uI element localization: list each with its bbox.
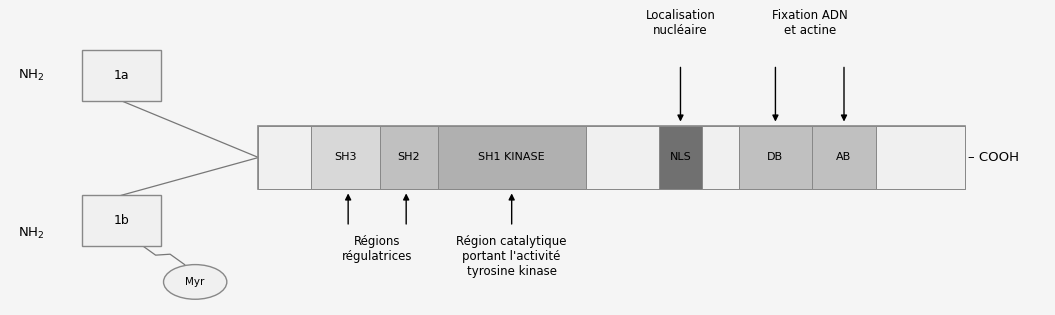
Text: – COOH: – COOH <box>968 151 1019 164</box>
Bar <box>586 126 659 189</box>
Text: SH1 KINASE: SH1 KINASE <box>478 152 545 163</box>
Text: Myr: Myr <box>186 277 205 287</box>
Bar <box>311 126 380 189</box>
Text: NH$_2$: NH$_2$ <box>18 226 45 241</box>
Text: SH2: SH2 <box>398 152 420 163</box>
Text: Localisation
nucléaire: Localisation nucléaire <box>646 9 715 37</box>
Text: Régions
régulatrices: Régions régulatrices <box>342 235 413 263</box>
Bar <box>82 50 161 101</box>
Text: 1a: 1a <box>114 69 129 82</box>
Bar <box>82 195 161 246</box>
Ellipse shape <box>164 265 227 299</box>
Text: SH3: SH3 <box>334 152 357 163</box>
Text: NH$_2$: NH$_2$ <box>18 68 45 83</box>
Bar <box>812 126 876 189</box>
Bar <box>258 126 965 189</box>
Bar <box>876 126 965 189</box>
Bar <box>738 126 812 189</box>
Text: AB: AB <box>837 152 851 163</box>
Text: Région catalytique
portant l'activité
tyrosine kinase: Région catalytique portant l'activité ty… <box>457 235 567 278</box>
Bar <box>438 126 586 189</box>
Bar <box>380 126 438 189</box>
Bar <box>659 126 702 189</box>
Bar <box>258 126 311 189</box>
Bar <box>702 126 738 189</box>
Text: Fixation ADN
et actine: Fixation ADN et actine <box>772 9 847 37</box>
Text: 1b: 1b <box>114 214 129 227</box>
Text: DB: DB <box>767 152 784 163</box>
Text: NLS: NLS <box>670 152 691 163</box>
